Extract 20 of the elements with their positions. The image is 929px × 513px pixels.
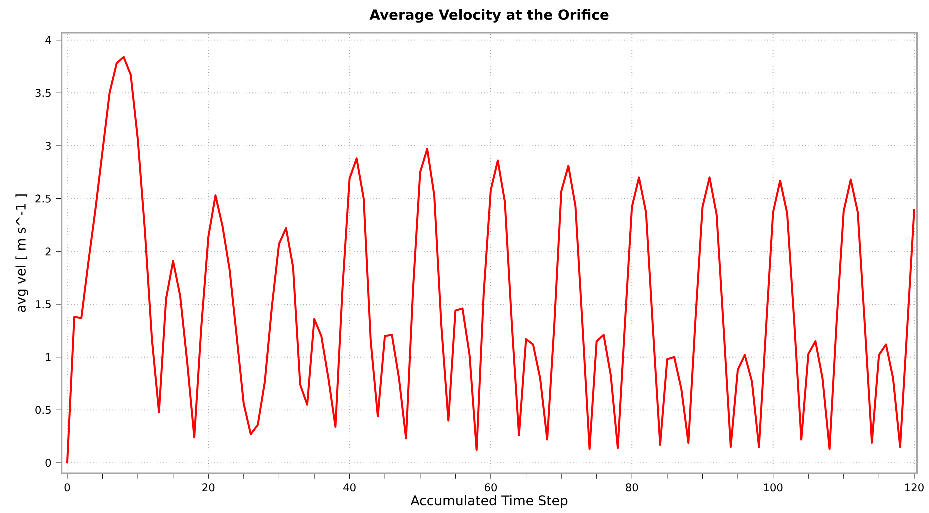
x-tick-label: 60 [484,483,498,492]
x-tick-label: 40 [344,483,356,492]
x-tick-label: 80 [626,483,638,492]
y-tick-label: 2 [46,247,51,256]
x-tick-label: 100 [764,483,783,492]
y-tick-label: 1 [46,353,51,361]
y-tick-label: 0.5 [36,406,51,414]
y-tick-label: 2.5 [36,194,51,203]
chart-title: Average Velocity at the Orifice [370,9,609,23]
y-tick-label: 0 [46,458,52,467]
y-tick-label: 3.5 [36,88,51,97]
x-axis-title: Accumulated Time Step [410,495,568,508]
x-tick-label: 120 [906,483,924,492]
x-tick-label: 20 [202,483,215,492]
line-series [66,56,916,464]
y-axis-title: avg vel [ m s^-1 ] [16,194,29,312]
y-tick-label: 3 [46,142,51,150]
x-tick-label: 0 [64,483,70,492]
y-tick-label: 1.5 [36,300,51,308]
y-tick-label: 4 [46,36,52,44]
